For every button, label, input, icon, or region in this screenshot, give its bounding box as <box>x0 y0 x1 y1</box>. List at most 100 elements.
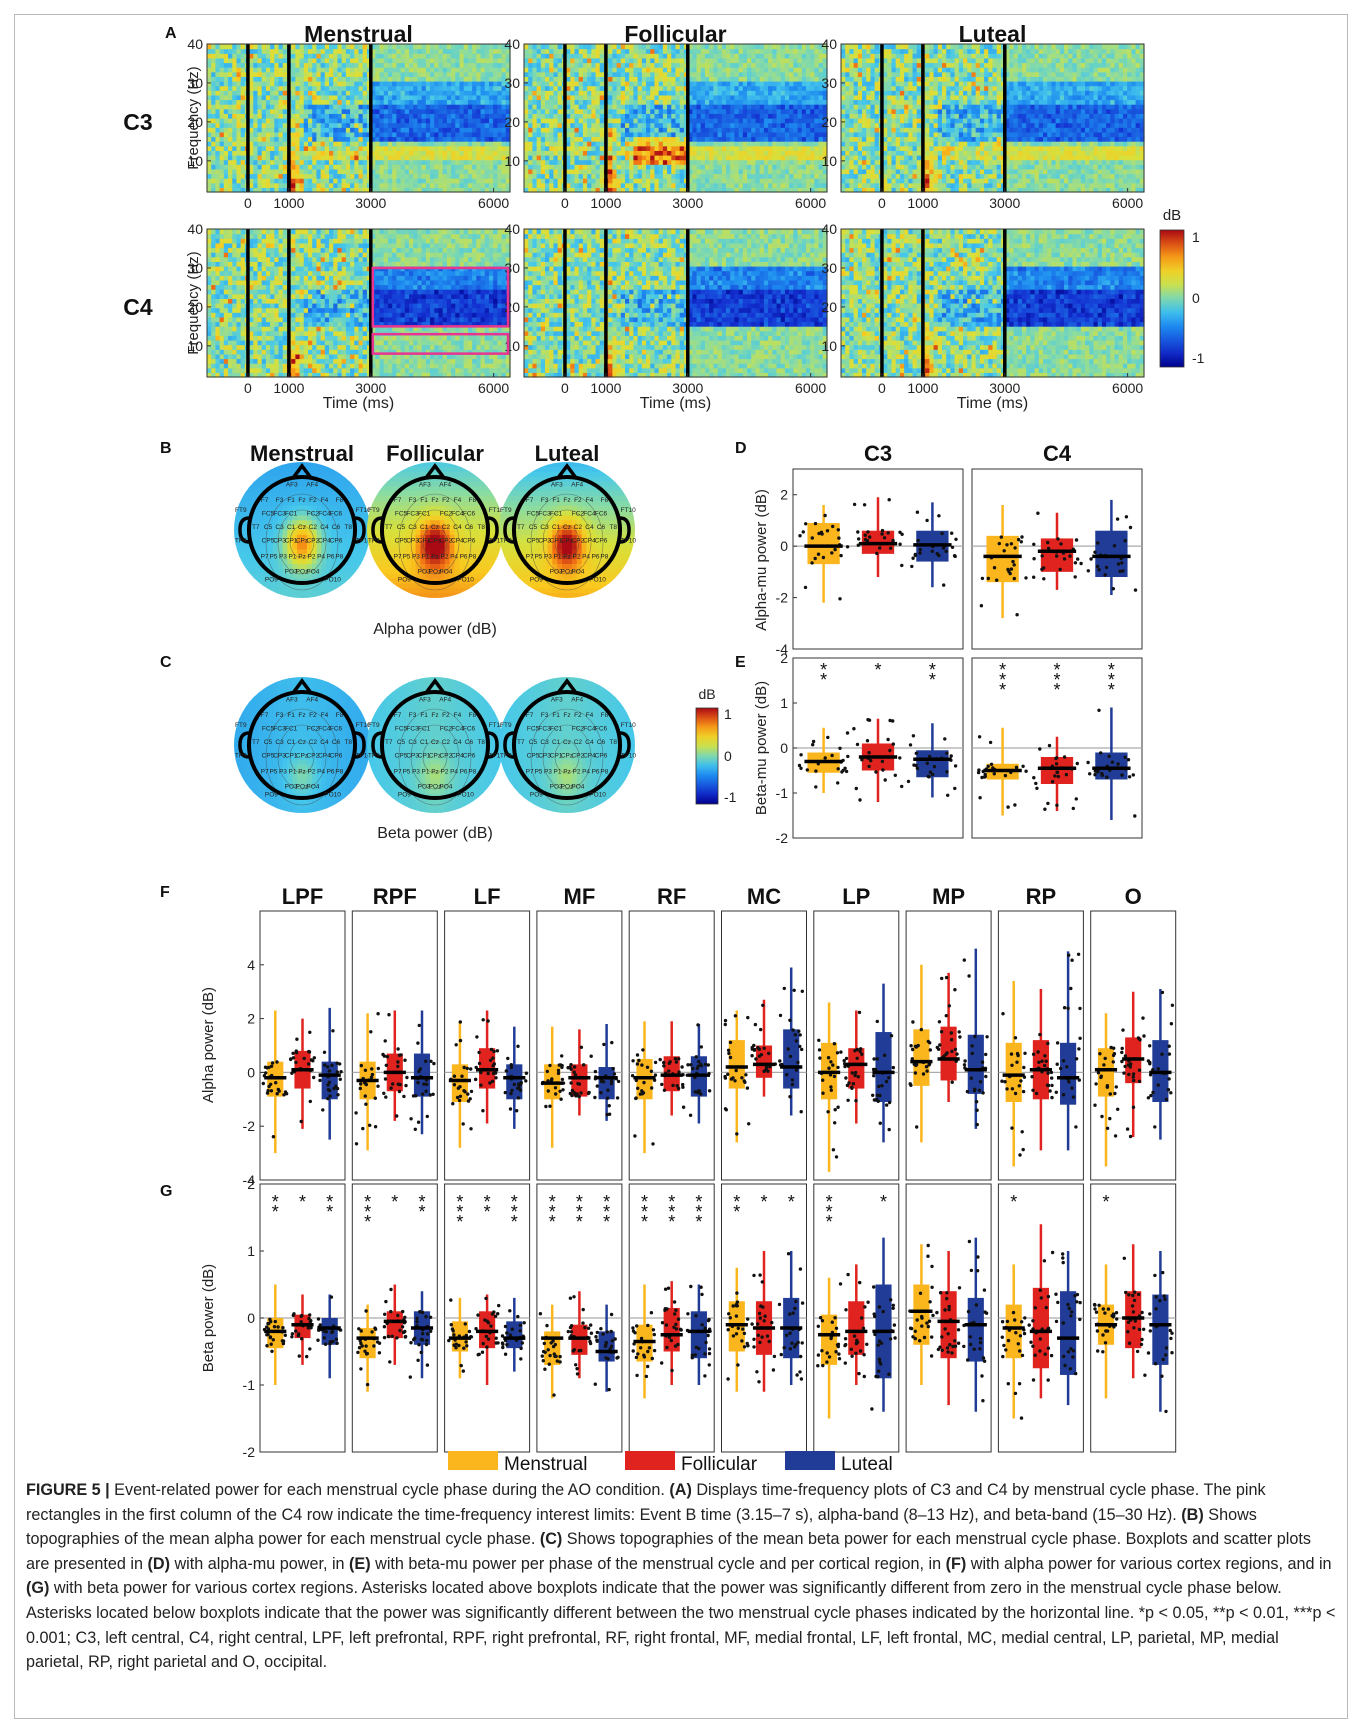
tf-cell <box>578 164 584 170</box>
tf-cell <box>505 57 511 64</box>
tf-cell <box>742 113 748 119</box>
tf-cell <box>451 76 456 82</box>
tf-cell <box>625 150 630 156</box>
tf-cell <box>595 81 601 87</box>
tf-cell <box>396 118 402 124</box>
tf-cell <box>299 150 305 156</box>
tf-cell <box>324 53 330 59</box>
tf-cell <box>841 108 846 114</box>
tf-cell <box>650 113 656 119</box>
tf-cell <box>772 131 778 138</box>
tf-cell <box>505 131 511 138</box>
tf-cell <box>679 145 685 151</box>
tf-cell <box>751 127 757 133</box>
tf-cell <box>392 113 397 119</box>
tf-cell <box>646 85 651 91</box>
tf-cell <box>501 155 507 161</box>
tf-cell <box>299 178 305 184</box>
tf-cell <box>350 53 355 59</box>
tf-cell <box>784 150 790 156</box>
tf-cell <box>329 62 334 68</box>
tf-cell <box>484 53 490 59</box>
tf-cell <box>497 118 503 124</box>
tf-cell <box>566 71 571 77</box>
tf-cell <box>801 150 807 156</box>
tf-cell <box>582 108 588 114</box>
tf-cell <box>849 131 855 138</box>
tf-cell <box>329 178 334 184</box>
tf-cell <box>742 94 748 101</box>
tf-cell <box>857 145 863 151</box>
tf-cell <box>324 108 330 114</box>
tf-cell <box>818 145 824 151</box>
tf-cell <box>629 108 635 114</box>
tf-cell <box>801 44 807 50</box>
tf-cell <box>270 173 275 179</box>
tf-cell <box>874 168 880 175</box>
tf-cell <box>595 57 601 64</box>
tf-cell <box>215 104 221 110</box>
tf-cell <box>451 57 456 64</box>
tf-cell <box>303 168 309 175</box>
tf-cell <box>417 113 423 119</box>
tf-cell <box>532 113 538 119</box>
tf-cell <box>654 164 660 170</box>
tf-cell <box>713 99 719 105</box>
tf-cell <box>625 48 630 54</box>
tf-cell <box>240 104 246 110</box>
tf-cell <box>291 104 296 110</box>
tf-cell <box>814 48 820 54</box>
tf-cell <box>375 145 381 151</box>
tf-cell <box>375 159 381 165</box>
tf-cell <box>738 67 744 73</box>
tf-cell <box>789 159 794 165</box>
tf-cell <box>295 187 301 193</box>
tf-cell <box>662 178 668 184</box>
tf-cell <box>404 104 410 110</box>
tf-cell <box>354 53 360 59</box>
tf-cell <box>700 62 706 68</box>
tf-cell <box>536 168 542 175</box>
tf-cell <box>717 182 723 188</box>
tf-cell <box>612 127 618 133</box>
tf-cell <box>801 178 807 184</box>
tf-cell <box>797 159 803 165</box>
tf-cell <box>488 113 494 119</box>
tf-cell <box>658 76 664 82</box>
tf-cell <box>747 44 752 50</box>
tf-cell <box>620 90 626 96</box>
tf-cell <box>874 164 880 170</box>
tf-cell <box>333 150 339 156</box>
tf-cell <box>497 76 503 82</box>
tf-cell <box>717 62 723 68</box>
tf-cell <box>396 99 402 105</box>
tf-cell <box>553 67 559 73</box>
tf-cell <box>755 94 761 101</box>
tf-cell <box>480 62 486 68</box>
tf-cell <box>387 164 393 170</box>
tf-cell <box>730 168 736 175</box>
tf-cell <box>291 182 296 188</box>
tf-cell <box>709 108 714 114</box>
tf-cell <box>350 127 355 133</box>
tf-cell <box>810 168 815 175</box>
tf-cell <box>738 53 744 59</box>
tf-cell <box>396 187 402 193</box>
tf-cell <box>726 85 731 91</box>
tf-cell <box>467 44 473 50</box>
tf-cell <box>480 44 486 50</box>
tf-cell <box>870 178 876 184</box>
tf-cell <box>333 182 339 188</box>
tf-cell <box>755 127 761 133</box>
tf-cell <box>545 94 550 101</box>
tf-cell <box>308 127 313 133</box>
tf-cell <box>320 122 326 128</box>
tf-cell <box>801 173 807 179</box>
tf-cell <box>801 141 807 147</box>
tf-cell <box>574 168 580 175</box>
tf-cell <box>658 187 664 193</box>
tf-cell <box>387 90 393 96</box>
tf-cell <box>493 76 498 82</box>
tf-cell <box>278 71 284 77</box>
tf-cell <box>738 85 744 91</box>
